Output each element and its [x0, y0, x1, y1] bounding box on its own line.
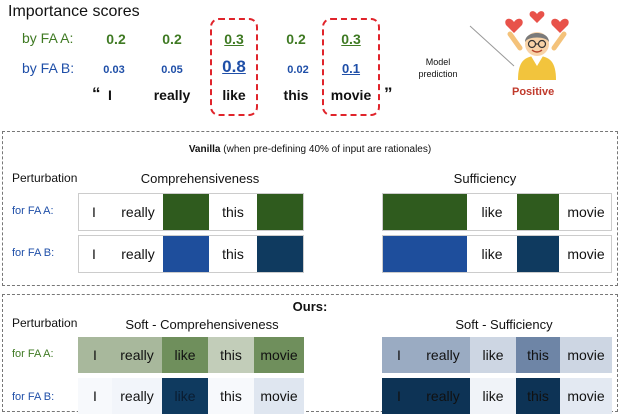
vanilla-suff-b-cell-like: like — [481, 246, 503, 262]
vanilla-row-b-label: for FA B: — [12, 247, 55, 259]
vanilla-sufficiency-label: Sufficiency — [453, 170, 517, 186]
ours-comp-b-cell-really: really — [112, 378, 162, 414]
vanilla-comp-a-cell-movie — [257, 194, 303, 230]
ours-suff-a-cell-i: I — [382, 337, 416, 373]
importance-scores-title: Importance scores — [8, 3, 140, 20]
vanilla-suff-a-cell-this — [517, 194, 559, 230]
vanilla-suff-b-cell-i-really — [383, 236, 467, 272]
vanilla-comp-b-cell-this: this — [222, 246, 244, 262]
ours-title: Ours: — [292, 298, 328, 314]
vanilla-comp-b-cell-movie — [257, 236, 303, 272]
close-quote: ” — [384, 84, 393, 103]
ours-comp-a-cell-this: this — [208, 337, 254, 373]
ours-row-a-label: for FA A: — [12, 348, 54, 360]
highlight-like-box — [210, 18, 258, 116]
vanilla-suff-a-cell-like: like — [481, 204, 503, 220]
ours-comp-row-a: I really like this movie — [78, 337, 304, 373]
ours-suff-a-cell-like: like — [470, 337, 516, 373]
ours-suff-b-cell-this: this — [516, 378, 560, 414]
ours-suff-b-cell-like: like — [470, 378, 516, 414]
ours-suff-b-cell-i: I — [382, 378, 416, 414]
ours-comp-a-cell-movie: movie — [254, 337, 304, 373]
vanilla-suff-b-cell-movie: movie — [567, 246, 605, 262]
vanilla-title-line: Vanilla (when pre-defining 40% of input … — [120, 142, 500, 156]
vanilla-perturbation-label: Perturbation — [12, 171, 78, 185]
vanilla-comp-b-cell-like — [163, 236, 209, 272]
ours-comp-b-cell-i: I — [78, 378, 112, 414]
ours-comp-b-cell-movie: movie — [254, 378, 304, 414]
vanilla-suff-a-cell-movie: movie — [567, 204, 605, 220]
highlight-movie-box — [322, 18, 380, 116]
vanilla-comp-a-cell-this: this — [222, 204, 244, 220]
ours-panel — [2, 294, 618, 412]
token-like: like — [222, 87, 246, 103]
ours-soft-suff-label: Soft - Sufficiency — [455, 316, 553, 332]
ours-comp-a-cell-i: I — [78, 337, 112, 373]
score-b-movie: 0.1 — [341, 60, 361, 76]
token-really: really — [153, 87, 191, 103]
token-movie: movie — [330, 87, 372, 103]
score-a-really: 0.2 — [162, 31, 182, 47]
ours-perturbation-label: Perturbation — [12, 316, 78, 330]
ours-suff-b-cell-really: really — [416, 378, 470, 414]
score-a-movie: 0.3 — [341, 31, 361, 47]
ours-suff-row-b: I really like this movie — [382, 378, 612, 414]
vanilla-comp-b-cell-i: I — [92, 246, 96, 262]
vanilla-comp-a-cell-like — [163, 194, 209, 230]
model-prediction-line1: Model — [425, 57, 451, 67]
score-b-i: 0.03 — [103, 64, 125, 76]
ours-comp-b-cell-this: this — [208, 378, 254, 414]
score-a-this: 0.2 — [286, 31, 306, 47]
ours-suff-a-cell-movie: movie — [560, 337, 612, 373]
open-quote: “ — [92, 84, 101, 103]
score-a-like: 0.3 — [224, 31, 244, 47]
ours-suff-row-a: I really like this movie — [382, 337, 612, 373]
vanilla-comp-a-cell-i: I — [92, 204, 96, 220]
vanilla-subtitle: (when pre-defining 40% of input are rati… — [223, 143, 432, 155]
ours-suff-a-cell-really: really — [416, 337, 470, 373]
vanilla-suff-row-b: like movie — [382, 235, 612, 273]
model-prediction-line2: prediction — [418, 69, 458, 79]
vanilla-comp-b-cell-really: really — [121, 246, 155, 262]
fa-a-label: by FA A: — [22, 30, 74, 46]
ours-comp-b-cell-like: like — [162, 378, 208, 414]
prediction-arrow-line — [469, 25, 515, 67]
vanilla-comprehensiveness-label: Comprehensiveness — [140, 170, 260, 186]
token-this: this — [283, 87, 309, 103]
fa-b-label: by FA B: — [22, 60, 75, 76]
score-b-really: 0.05 — [161, 64, 183, 76]
vanilla-suff-row-a: like movie — [382, 193, 612, 231]
vanilla-panel — [2, 131, 618, 286]
ours-soft-comp-label: Soft - Comprehensiveness — [125, 316, 279, 332]
ours-row-b-label: for FA B: — [12, 391, 55, 403]
vanilla-title: Vanilla — [188, 143, 221, 155]
token-i: I — [108, 87, 112, 103]
model-prediction-label: Model prediction — [408, 52, 468, 84]
ours-suff-a-cell-this: this — [516, 337, 560, 373]
score-b-this: 0.02 — [287, 64, 309, 76]
ours-suff-b-cell-movie: movie — [560, 378, 612, 414]
ours-comp-a-cell-like: like — [162, 337, 208, 373]
vanilla-comp-row-b: I really this — [78, 235, 304, 273]
vanilla-suff-b-cell-this — [517, 236, 559, 272]
vanilla-comp-row-a: I really this — [78, 193, 304, 231]
positive-label: Positive — [512, 86, 555, 98]
happy-person-icon — [505, 11, 569, 80]
vanilla-comp-a-cell-really: really — [121, 204, 155, 220]
vanilla-row-a-label: for FA A: — [12, 205, 54, 217]
ours-comp-a-cell-really: really — [112, 337, 162, 373]
ours-comp-row-b: I really like this movie — [78, 378, 304, 414]
score-b-like: 0.8 — [222, 57, 246, 76]
score-a-i: 0.2 — [106, 31, 126, 47]
vanilla-suff-a-cell-i-really — [383, 194, 467, 230]
